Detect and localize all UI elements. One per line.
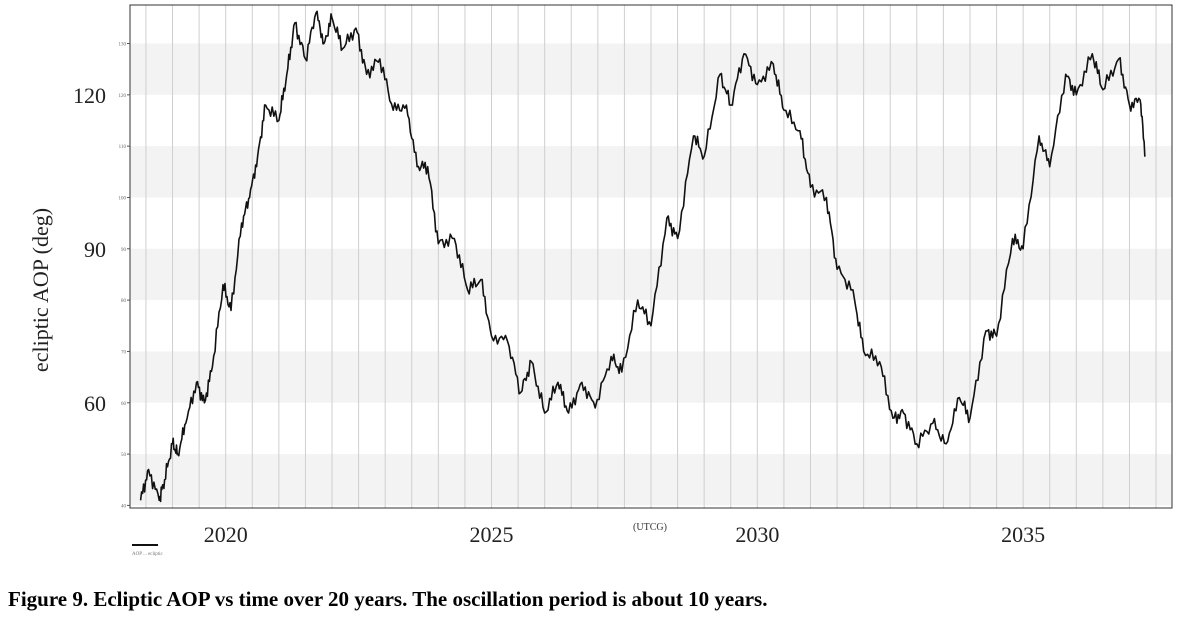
major-y-tick-label: 120	[73, 83, 106, 108]
minor-y-tick-label: 70	[121, 350, 127, 355]
major-y-ticks: 60 90 120	[73, 83, 106, 416]
y-axis-label: ecliptic AOP (deg)	[28, 208, 53, 372]
x-axis-label: (UTCG)	[633, 522, 667, 533]
x-tick-labels: 2020 2025 2030 2035	[204, 522, 1045, 547]
minor-y-tick-label: 130	[119, 42, 127, 47]
plot-frame	[129, 4, 1173, 509]
x-tick-label: 2020	[204, 522, 248, 547]
chart-figure: 40 50 60 70 80 90 100 110 120 130 60 90 120 2020 202…	[28, 4, 1173, 557]
minor-y-tick-label: 120	[119, 94, 127, 99]
minor-y-tick-label: 80	[121, 299, 127, 304]
legend-label: AOP ... ecliptic	[132, 552, 164, 557]
vertical-gridlines	[145, 5, 1157, 508]
x-tick-label: 2025	[470, 522, 514, 547]
minor-y-tick-label: 90	[121, 248, 127, 253]
minor-y-tick-label: 110	[119, 145, 127, 150]
major-y-tick-label: 90	[84, 237, 106, 262]
minor-y-tick-label: 60	[121, 402, 127, 407]
aop-series-line	[139, 10, 1146, 503]
minor-y-ticks: 40 50 60 70 80 90 100 110 120 130	[119, 42, 130, 509]
figure-caption: Figure 9. Ecliptic AOP vs time over 20 y…	[8, 587, 768, 611]
minor-y-tick-label: 100	[119, 196, 127, 201]
minor-y-tick-label: 40	[121, 504, 127, 509]
x-tick-label: 2035	[1001, 522, 1045, 547]
minor-y-tick-label: 50	[121, 453, 127, 458]
x-tick-label: 2030	[735, 522, 779, 547]
major-y-tick-label: 60	[84, 391, 106, 416]
